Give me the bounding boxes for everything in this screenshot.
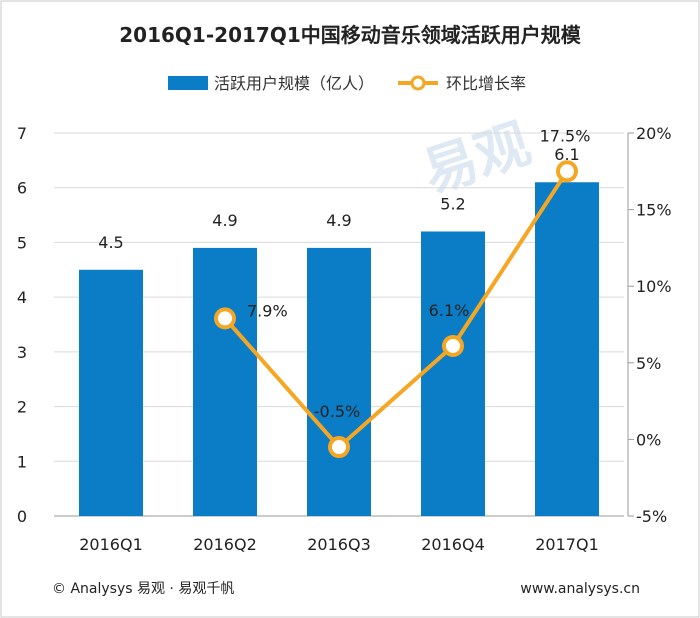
y-right-tick-label: 15% xyxy=(636,201,672,220)
legend: 活跃用户规模（亿人） 环比增长率 xyxy=(168,74,526,93)
y-left-tick-label: 5 xyxy=(17,233,27,252)
growth-rate-point xyxy=(328,436,350,459)
y-left-tick-label: 0 xyxy=(17,507,27,526)
gridlines xyxy=(54,132,624,462)
x-tick-label: 2016Q3 xyxy=(307,535,371,554)
y-left-tick-label: 3 xyxy=(17,343,27,362)
y-left-tick-label: 7 xyxy=(17,124,27,143)
y-left-tick-label: 2 xyxy=(17,398,27,417)
x-tick-label: 2017Q1 xyxy=(535,535,599,554)
bar-value-labels: 4.5 4.9 4.9 5.2 6.1 xyxy=(98,145,579,252)
legend-line-marker xyxy=(410,75,426,91)
footer-url: www.analysys.cn xyxy=(520,581,640,597)
growth-rate-line xyxy=(223,170,569,450)
growth-rate-label: -0.5% xyxy=(314,402,360,421)
watermark-brand: 易观 xyxy=(415,112,537,205)
bar-value-label: 4.5 xyxy=(98,233,123,252)
bar xyxy=(79,269,143,516)
growth-rate-point xyxy=(442,334,464,357)
line-series xyxy=(214,160,578,459)
y-left-tick-label: 1 xyxy=(17,452,27,471)
bar-value-label: 6.1 xyxy=(554,145,579,164)
legend-bar-label: 活跃用户规模（亿人） xyxy=(214,74,374,93)
y-right-tick-label: 0% xyxy=(636,430,661,449)
y-right-tick-label: -5% xyxy=(636,507,667,526)
bar-value-label: 5.2 xyxy=(440,194,465,213)
growth-rate-point xyxy=(556,160,578,183)
y-right-tick-label: 20% xyxy=(636,124,672,143)
x-axis-ticks: 2016Q1 2016Q2 2016Q3 2016Q4 2017Q1 xyxy=(79,535,599,554)
footer-copyright: © Analysys 易观 · 易观千帆 xyxy=(52,581,234,597)
x-tick-label: 2016Q4 xyxy=(421,535,485,554)
bar xyxy=(421,231,485,516)
growth-rate-label: 6.1% xyxy=(429,301,470,320)
bar xyxy=(535,182,599,516)
legend-bar-swatch xyxy=(168,76,208,90)
growth-rate-point xyxy=(214,307,236,330)
bar-value-label: 4.9 xyxy=(326,211,351,230)
bar xyxy=(193,247,257,516)
y-left-tick-label: 6 xyxy=(17,179,27,198)
bar xyxy=(307,247,371,516)
x-tick-label: 2016Q1 xyxy=(79,535,143,554)
line-value-labels: 7.9% -0.5% 6.1% 17.5% xyxy=(247,126,590,421)
x-tick-label: 2016Q2 xyxy=(193,535,257,554)
chart-title: 2016Q1-2017Q1中国移动音乐领域活跃用户规模 xyxy=(119,23,581,47)
growth-rate-label: 7.9% xyxy=(247,301,288,320)
y-right-tick-label: 10% xyxy=(636,277,672,296)
growth-rate-label: 17.5% xyxy=(540,126,591,145)
y-left-tick-label: 4 xyxy=(17,288,27,307)
watermark: 易观 xyxy=(415,112,537,205)
legend-line-label: 环比增长率 xyxy=(446,74,526,93)
bar-series xyxy=(79,182,599,516)
bar-value-label: 4.9 xyxy=(212,211,237,230)
y-right-tick-label: 5% xyxy=(636,354,661,373)
